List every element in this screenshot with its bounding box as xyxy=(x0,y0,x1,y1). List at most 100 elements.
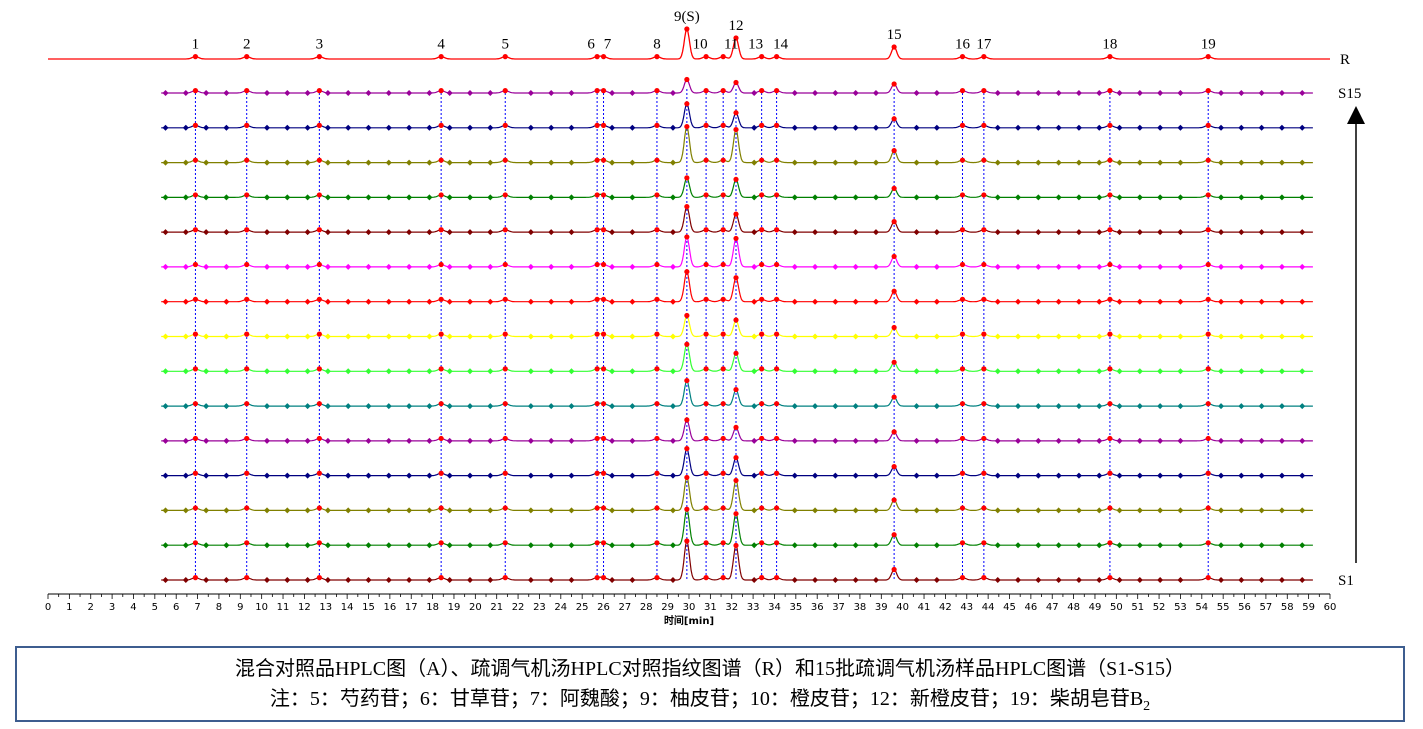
x-tick-label: 16 xyxy=(383,602,396,613)
integration-marker xyxy=(162,333,169,340)
peak-dot xyxy=(720,575,726,581)
integration-marker xyxy=(182,542,189,549)
integration-marker xyxy=(548,368,555,375)
integration-marker xyxy=(223,229,230,236)
integration-marker xyxy=(852,124,859,131)
peak-dot xyxy=(654,435,660,442)
x-tick-label: 2 xyxy=(88,602,94,613)
peak-dot xyxy=(192,192,199,198)
peak-dot xyxy=(891,219,897,225)
integration-marker xyxy=(812,577,819,583)
peak-dot xyxy=(720,157,726,163)
integration-marker xyxy=(1177,229,1184,236)
batch-order-arrow xyxy=(1347,106,1365,563)
x-axis-title: 时间[min] xyxy=(664,614,714,627)
peak-dot xyxy=(981,192,987,198)
integration-marker xyxy=(304,229,311,236)
integration-marker xyxy=(1116,263,1123,270)
integration-marker xyxy=(406,229,413,236)
integration-marker xyxy=(812,298,819,305)
integration-marker xyxy=(1136,124,1143,131)
integration-marker xyxy=(832,403,839,410)
integration-marker xyxy=(304,403,311,410)
integration-marker xyxy=(182,507,189,514)
integration-marker xyxy=(426,507,433,514)
peak-dot xyxy=(959,88,966,94)
integration-marker xyxy=(1116,542,1123,549)
integration-marker xyxy=(406,159,413,166)
peak-dot xyxy=(600,296,607,302)
integration-marker xyxy=(527,90,534,96)
peak-dot xyxy=(1107,435,1113,442)
peak-dot xyxy=(959,227,966,233)
integration-marker xyxy=(1258,90,1265,96)
peak-dot xyxy=(759,470,765,476)
peak-dot xyxy=(244,505,250,511)
peak-dot xyxy=(703,122,709,128)
integration-marker xyxy=(162,194,169,201)
peak-dot xyxy=(891,429,897,435)
integration-marker xyxy=(1278,368,1285,375)
integration-marker xyxy=(1177,577,1184,583)
integration-marker xyxy=(1055,229,1062,236)
integration-marker xyxy=(1096,472,1103,479)
x-tick-label: 50 xyxy=(1110,602,1123,613)
integration-marker xyxy=(385,577,392,583)
integration-marker xyxy=(406,263,413,270)
peak-dot xyxy=(438,366,444,372)
integration-marker xyxy=(264,298,271,305)
integration-marker xyxy=(832,159,839,166)
integration-marker xyxy=(365,298,372,305)
integration-marker xyxy=(203,368,210,375)
x-tick-label: 56 xyxy=(1238,602,1251,613)
peak-dot xyxy=(733,455,739,461)
integration-marker xyxy=(872,124,879,131)
peak-dot xyxy=(594,435,600,442)
integration-marker xyxy=(913,437,920,444)
x-tick-label: 19 xyxy=(448,602,461,613)
peak-dot xyxy=(733,275,739,281)
integration-marker xyxy=(568,90,575,96)
integration-marker xyxy=(913,298,920,305)
peak-dot xyxy=(959,157,966,163)
integration-marker xyxy=(669,403,676,410)
integration-marker xyxy=(933,333,940,340)
integration-marker xyxy=(1218,577,1225,583)
integration-marker xyxy=(304,368,311,375)
peak-dot xyxy=(759,261,765,268)
integration-marker xyxy=(284,90,291,96)
integration-marker xyxy=(791,507,798,514)
integration-marker xyxy=(162,298,169,305)
peak-dot xyxy=(703,366,709,372)
integration-marker xyxy=(1096,263,1103,270)
integration-marker xyxy=(1116,124,1123,131)
integration-marker xyxy=(365,472,372,479)
integration-marker xyxy=(1035,333,1042,340)
integration-marker xyxy=(812,194,819,201)
integration-marker xyxy=(385,298,392,305)
integration-marker xyxy=(1015,507,1022,514)
integration-marker xyxy=(812,472,819,479)
peak-dot xyxy=(600,470,607,476)
integration-marker xyxy=(223,90,230,96)
peak-dot xyxy=(703,331,709,337)
integration-marker xyxy=(1177,263,1184,270)
integration-marker xyxy=(1035,159,1042,166)
trace-line xyxy=(161,418,1313,442)
integration-marker xyxy=(669,577,676,583)
integration-marker xyxy=(1238,542,1245,549)
integration-marker xyxy=(324,507,331,514)
integration-marker xyxy=(406,368,413,375)
trace-sample xyxy=(161,341,1313,375)
peak-dot xyxy=(703,575,709,581)
peak-dot xyxy=(316,331,322,337)
integration-marker xyxy=(345,298,352,305)
integration-marker xyxy=(994,472,1001,479)
peak-dot xyxy=(600,192,607,198)
peak-dot xyxy=(959,401,966,407)
peak-dot xyxy=(438,505,444,511)
trace-sample xyxy=(161,123,1313,166)
trace-sample xyxy=(161,446,1313,479)
integration-marker xyxy=(304,507,311,514)
x-tick-label: 42 xyxy=(939,602,952,613)
